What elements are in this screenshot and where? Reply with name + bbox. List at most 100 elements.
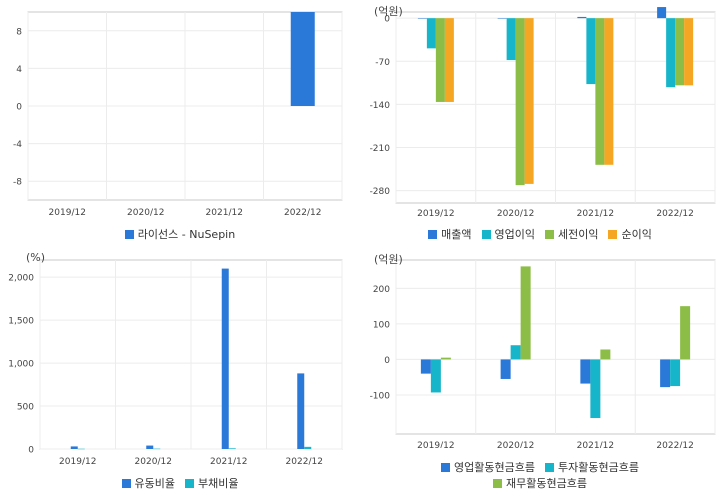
- bar: [580, 359, 591, 384]
- y-tick-label: -280: [370, 187, 391, 197]
- legend-swatch: [428, 230, 438, 239]
- bar: [590, 359, 601, 419]
- chart-income: (억원) 0 -70 -140 -210 -280 2019/12 2020/12 2021/…: [360, 0, 720, 248]
- bar: [510, 345, 521, 360]
- x-tick-label: 2019/12: [49, 208, 86, 218]
- x-tick-label: 2019/12: [59, 457, 96, 467]
- bar: [290, 12, 315, 106]
- bar: [444, 18, 454, 102]
- bar: [417, 18, 427, 19]
- legend-item[interactable]: 부채비율: [185, 476, 238, 492]
- y-tick-label: -100: [370, 391, 391, 401]
- bar: [426, 18, 436, 49]
- bar: [670, 359, 681, 387]
- legend-swatch: [124, 230, 134, 239]
- x-tick-label: 2019/12: [417, 441, 454, 448]
- y-tick-label: 100: [373, 320, 390, 330]
- legend-item[interactable]: 매출액: [428, 227, 472, 243]
- legend-item[interactable]: 라이선스 - NuSepin: [124, 227, 236, 243]
- legend-item[interactable]: 순이익: [608, 227, 652, 243]
- bar: [586, 18, 596, 85]
- legend-swatch: [493, 479, 503, 488]
- bar: [675, 18, 685, 86]
- legend-label: 투자활동현금흐름: [558, 461, 639, 474]
- legend-label: 영업이익: [494, 228, 535, 241]
- y-tick-label: 2,000: [8, 274, 34, 284]
- legend-item[interactable]: 영업활동현금흐름: [441, 460, 535, 476]
- legend-label: 순이익: [621, 228, 652, 241]
- bar: [228, 448, 236, 449]
- chart-ratio: (%) 2,000 1,500 1,000 500 0 2019/12 2020/12 202…: [0, 248, 360, 496]
- chart-ratio-legend: 유동비율 부채비율: [0, 476, 360, 492]
- y-tick-label: 0: [16, 103, 22, 113]
- legend-item[interactable]: 유동비율: [121, 476, 175, 492]
- legend-swatch: [121, 479, 131, 488]
- bar: [153, 448, 161, 450]
- x-tick-label: 2019/12: [417, 209, 454, 219]
- legend-swatch: [545, 463, 554, 472]
- legend-swatch: [185, 479, 194, 488]
- chart-ratio-plot: 2,000 1,500 1,000 500 0 2019/12 2020/12 2021/12…: [8, 259, 343, 467]
- legend-item[interactable]: 투자활동현금흐름: [545, 460, 639, 476]
- chart-license-plot: 8 4 0 -4 -8 2019/12 2020/12 2021/12 2022/12: [13, 11, 343, 218]
- x-tick-label: 2022/12: [286, 457, 323, 467]
- chart-license-legend: 라이선스 - NuSepin: [0, 227, 360, 243]
- y-tick-label: 1,500: [8, 317, 34, 327]
- legend-label: 매출액: [441, 228, 472, 241]
- bar: [684, 18, 694, 86]
- legend-label: 부채비율: [198, 477, 239, 490]
- bar: [435, 18, 445, 102]
- x-tick-label: 2022/12: [656, 441, 693, 448]
- bar: [77, 448, 85, 450]
- bar: [666, 18, 676, 88]
- y-tick-label: -8: [13, 178, 22, 188]
- chart-license: 8 4 0 -4 -8 2019/12 2020/12 2021/12 2022/12 라이선스…: [0, 0, 360, 248]
- x-tick-label: 2020/12: [135, 457, 172, 467]
- y-tick-label: 0: [384, 15, 390, 25]
- legend-label: 영업활동현금흐름: [454, 461, 535, 474]
- legend-label: 세전이익: [558, 228, 599, 241]
- y-tick-label: -4: [13, 140, 22, 150]
- x-tick-label: 2020/12: [497, 441, 534, 448]
- x-tick-label: 2021/12: [210, 457, 247, 467]
- bar: [70, 446, 78, 449]
- y-tick-label: 0: [28, 446, 34, 456]
- x-tick-label: 2021/12: [577, 209, 614, 219]
- bar: [297, 373, 305, 449]
- legend-swatch: [481, 230, 491, 239]
- bar: [600, 349, 611, 360]
- chart-cashflow: (억원) 200 100 0 -100 2019/12 2020/12 2021/12 202…: [360, 248, 720, 496]
- legend-item[interactable]: 세전이익: [545, 227, 598, 243]
- bar: [497, 18, 507, 19]
- bar: [680, 306, 691, 360]
- bar: [515, 18, 525, 186]
- bar: [660, 359, 671, 388]
- x-tick-label: 2020/12: [127, 208, 164, 218]
- bar: [577, 16, 587, 19]
- bar: [146, 445, 154, 449]
- y-tick-label: -140: [370, 101, 391, 111]
- y-tick-label: 8: [16, 27, 22, 37]
- legend-swatch: [608, 230, 618, 239]
- legend-item[interactable]: 재무활동현금흐름: [493, 476, 587, 492]
- y-tick-label: 0: [384, 356, 390, 366]
- legend-item[interactable]: 영업이익: [481, 227, 535, 243]
- y-tick-label: -210: [370, 144, 391, 154]
- bar: [604, 18, 614, 165]
- bar: [657, 7, 667, 19]
- bar: [440, 357, 451, 360]
- legend-label: 재무활동현금흐름: [506, 477, 587, 490]
- chart-cashflow-plot: 200 100 0 -100 2019/12 2020/12 2021/12 2022/12: [370, 259, 716, 451]
- bar: [221, 268, 229, 449]
- legend-swatch: [545, 230, 554, 239]
- y-tick-label: -70: [375, 58, 390, 68]
- x-tick-label: 2021/12: [577, 441, 614, 448]
- y-tick-label: 4: [16, 65, 22, 75]
- bar: [430, 359, 441, 393]
- y-tick-label: 500: [17, 403, 34, 413]
- bar: [304, 446, 312, 449]
- legend-label: 라이선스 - NuSepin: [137, 228, 236, 241]
- bar: [500, 359, 511, 379]
- bar: [595, 18, 605, 165]
- chart-income-legend: 매출액 영업이익 세전이익 순이익: [360, 227, 720, 243]
